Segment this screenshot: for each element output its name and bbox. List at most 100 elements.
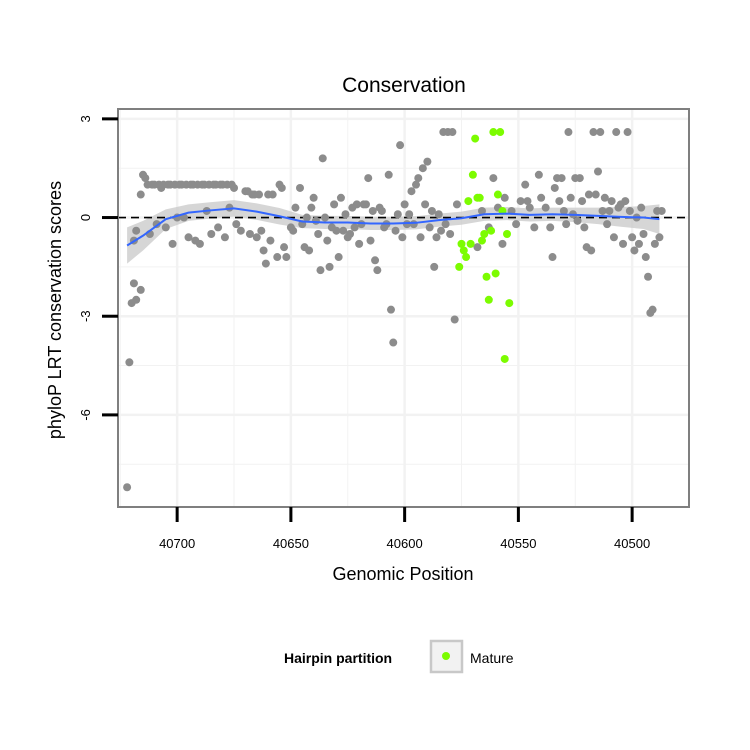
data-point [273, 253, 282, 262]
data-point [498, 239, 507, 248]
data-point [432, 233, 441, 242]
data-point [437, 226, 446, 235]
legend-key-mature-point [442, 652, 450, 660]
data-point [603, 220, 612, 229]
data-point [259, 246, 268, 255]
data-point [555, 197, 564, 206]
data-point [559, 206, 568, 215]
mature-data-point [457, 239, 466, 248]
data-point [641, 253, 650, 262]
data-point [132, 226, 141, 235]
data-point [607, 197, 616, 206]
data-point [236, 226, 245, 235]
data-point [305, 246, 314, 255]
x-tick-label: 40500 [614, 536, 650, 551]
axes: 40700 40650 40600 40550 40500 3 0 -3 -6 [78, 115, 650, 551]
data-point [566, 193, 575, 202]
data-point [416, 233, 425, 242]
data-point [418, 164, 427, 173]
data-point [314, 229, 323, 238]
data-point [414, 174, 423, 183]
data-point [141, 174, 150, 183]
data-point [441, 220, 450, 229]
x-tick-label: 40700 [159, 536, 195, 551]
data-point [650, 239, 659, 248]
y-tick-label: 0 [78, 214, 93, 221]
data-point [396, 141, 405, 150]
data-point [311, 216, 320, 225]
data-point [564, 128, 573, 137]
data-point [477, 206, 486, 215]
data-point [598, 206, 607, 215]
data-point [623, 128, 632, 137]
data-point [161, 223, 170, 232]
legend: Hairpin partition Mature [284, 639, 514, 674]
data-point [295, 183, 304, 192]
mature-data-point [466, 239, 475, 248]
mature-data-point [491, 269, 500, 278]
data-point [423, 157, 432, 166]
data-point [594, 167, 603, 176]
mature-data-point [471, 134, 480, 143]
data-point [405, 210, 414, 219]
mature-data-point [480, 229, 489, 238]
data-point [500, 193, 509, 202]
data-point [129, 279, 138, 288]
data-point [350, 223, 359, 232]
mature-data-point [500, 354, 509, 363]
data-point [473, 243, 482, 252]
data-point [232, 220, 241, 229]
x-axis-label: Genomic Position [332, 564, 473, 584]
data-point [546, 223, 555, 232]
data-point [600, 193, 609, 202]
data-point [371, 256, 380, 265]
data-point [352, 200, 361, 209]
data-point [391, 226, 400, 235]
mature-data-point [487, 226, 496, 235]
data-point [448, 128, 457, 137]
data-point [580, 223, 589, 232]
data-point [330, 200, 339, 209]
data-point [361, 200, 370, 209]
data-point [648, 305, 657, 314]
data-point [550, 183, 559, 192]
data-point [516, 197, 525, 206]
data-point [316, 266, 325, 275]
data-point [268, 190, 277, 199]
data-point [434, 210, 443, 219]
y-tick-label: -6 [78, 409, 93, 421]
mature-data-point [503, 229, 512, 238]
data-point [323, 236, 332, 245]
data-point [409, 220, 418, 229]
data-point [407, 187, 416, 196]
data-point [425, 223, 434, 232]
data-point [489, 174, 498, 183]
data-point [255, 190, 264, 199]
data-point [609, 233, 618, 242]
smooth-line [126, 207, 660, 247]
data-point [377, 206, 386, 215]
data-point [341, 210, 350, 219]
data-point [637, 203, 646, 212]
data-point [562, 220, 571, 229]
data-points [123, 128, 666, 492]
data-point [136, 190, 145, 199]
data-point [346, 229, 355, 238]
data-point [214, 223, 223, 232]
data-point [389, 338, 398, 347]
data-point [427, 206, 436, 215]
data-point [584, 190, 593, 199]
y-axis-label: phyloP LRT conservation scores [45, 181, 65, 439]
data-point [625, 206, 634, 215]
data-point [280, 243, 289, 252]
data-point [364, 174, 373, 183]
data-point [321, 213, 330, 222]
data-point [252, 233, 261, 242]
smooth-confidence-band [127, 200, 660, 264]
mature-data-point [484, 295, 493, 304]
data-point [644, 272, 653, 281]
data-point [548, 253, 557, 262]
data-point [318, 154, 327, 163]
data-point [355, 239, 364, 248]
data-point [412, 180, 421, 189]
